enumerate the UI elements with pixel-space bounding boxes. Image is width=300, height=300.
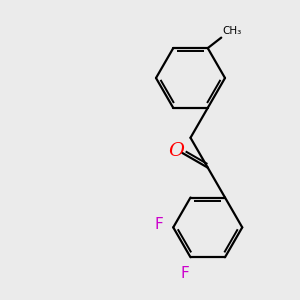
- Text: O: O: [168, 142, 184, 160]
- Text: CH₃: CH₃: [223, 26, 242, 36]
- Text: F: F: [155, 218, 164, 232]
- Text: F: F: [180, 266, 189, 281]
